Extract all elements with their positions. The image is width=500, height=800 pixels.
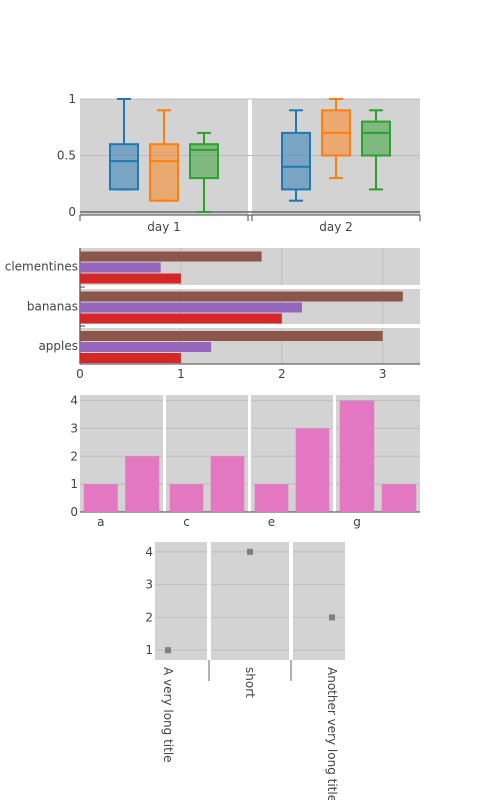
x-tick-label: 3 bbox=[379, 367, 387, 381]
y-tick-label: 1 bbox=[70, 477, 78, 491]
box bbox=[109, 143, 139, 191]
bar bbox=[80, 251, 262, 262]
bar bbox=[80, 313, 282, 324]
y-tick-label: 2 bbox=[70, 449, 78, 463]
bar bbox=[80, 342, 212, 352]
bar bbox=[83, 484, 118, 512]
y-tick-label: 0 bbox=[68, 205, 76, 219]
scatter-panel-bg bbox=[211, 542, 289, 660]
bar bbox=[80, 291, 403, 302]
x-tick-label: day 2 bbox=[319, 220, 353, 234]
x-tick-label: c bbox=[183, 515, 190, 529]
x-tick-label: g bbox=[353, 515, 361, 529]
bar bbox=[339, 400, 375, 512]
bar bbox=[80, 353, 181, 363]
y-tick-label: 4 bbox=[70, 394, 78, 408]
box bbox=[149, 143, 179, 202]
y-tick-label: 1 bbox=[145, 643, 153, 657]
bar bbox=[125, 456, 160, 512]
bar bbox=[169, 484, 204, 512]
bar bbox=[80, 331, 383, 341]
box bbox=[281, 131, 311, 191]
y-tick-label: bananas bbox=[27, 300, 78, 314]
bar bbox=[254, 484, 289, 512]
x-tick-label: 2 bbox=[278, 367, 286, 381]
bar bbox=[80, 262, 161, 273]
box bbox=[361, 120, 391, 157]
y-tick-label: 1 bbox=[68, 92, 76, 106]
scatter-point bbox=[247, 548, 253, 555]
y-tick-label: 2 bbox=[145, 610, 153, 624]
x-tick-label: A very long title bbox=[161, 667, 175, 763]
y-tick-label: clementines bbox=[5, 260, 78, 274]
bar bbox=[295, 428, 330, 512]
x-tick-label: 0 bbox=[76, 367, 84, 381]
bar bbox=[381, 484, 417, 512]
x-tick-label: e bbox=[268, 515, 275, 529]
x-tick-label: a bbox=[97, 515, 104, 529]
y-tick-label: 0.5 bbox=[57, 149, 76, 163]
y-tick-label: 3 bbox=[70, 421, 78, 435]
x-tick-label: day 1 bbox=[147, 220, 181, 234]
x-tick-label: short bbox=[243, 667, 257, 698]
y-tick-label: 0 bbox=[70, 505, 78, 519]
bar bbox=[80, 302, 302, 313]
scatter-point bbox=[165, 647, 171, 654]
bar bbox=[210, 456, 245, 512]
x-tick-label: Another very long title bbox=[325, 667, 339, 800]
scatter-panel-bg bbox=[155, 542, 207, 660]
y-tick-label: 4 bbox=[145, 545, 153, 559]
scatter-panel-bg bbox=[293, 542, 345, 660]
bar bbox=[80, 273, 181, 284]
y-tick-label: 3 bbox=[145, 578, 153, 592]
x-tick-label: 1 bbox=[177, 367, 185, 381]
scatter-point bbox=[329, 614, 335, 621]
y-tick-label: apples bbox=[38, 339, 78, 353]
